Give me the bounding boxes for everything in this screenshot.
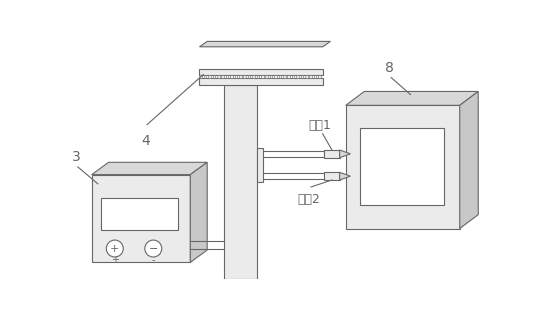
Bar [305, 74, 307, 78]
Polygon shape [190, 162, 207, 262]
Bar [301, 74, 303, 78]
Bar [296, 74, 299, 78]
Bar [252, 74, 255, 78]
Bar [324, 172, 340, 180]
Bar [244, 74, 246, 78]
Circle shape [106, 240, 123, 257]
Polygon shape [340, 150, 350, 158]
Bar [217, 74, 219, 78]
Bar [200, 69, 323, 74]
Bar [208, 74, 211, 78]
Text: +: + [110, 244, 119, 254]
Bar [314, 74, 316, 78]
Bar [248, 74, 250, 78]
Polygon shape [200, 41, 331, 47]
Polygon shape [92, 175, 190, 262]
Polygon shape [346, 105, 460, 228]
Bar [226, 74, 228, 78]
Bar [360, 128, 444, 205]
Bar [213, 74, 215, 78]
Bar [222, 74, 224, 78]
Bar [318, 74, 321, 78]
Bar [235, 74, 237, 78]
Bar [230, 74, 233, 78]
Polygon shape [346, 91, 478, 105]
Bar [288, 74, 290, 78]
Text: 通道2: 通道2 [297, 193, 320, 206]
Text: 3: 3 [72, 150, 81, 164]
Bar [204, 74, 206, 78]
Bar [283, 74, 285, 78]
Bar [101, 198, 178, 230]
Bar [261, 74, 263, 78]
Bar [200, 78, 323, 85]
Bar [292, 74, 294, 78]
Bar [257, 74, 259, 78]
Bar [200, 74, 202, 78]
Polygon shape [340, 172, 350, 180]
Text: 4: 4 [141, 134, 150, 148]
Bar [257, 148, 263, 182]
Bar [279, 74, 281, 78]
Bar [239, 74, 241, 78]
Text: −: − [148, 244, 158, 254]
Text: +: + [111, 255, 119, 265]
Bar [266, 74, 268, 78]
Bar [224, 85, 257, 279]
Bar [324, 150, 340, 158]
Polygon shape [92, 162, 207, 175]
Text: 8: 8 [385, 61, 394, 75]
Bar [270, 74, 272, 78]
Text: 通道1: 通道1 [309, 119, 332, 132]
Polygon shape [460, 91, 478, 228]
Bar [310, 74, 312, 78]
Circle shape [145, 240, 162, 257]
Bar [274, 74, 277, 78]
Text: -: - [152, 255, 155, 265]
